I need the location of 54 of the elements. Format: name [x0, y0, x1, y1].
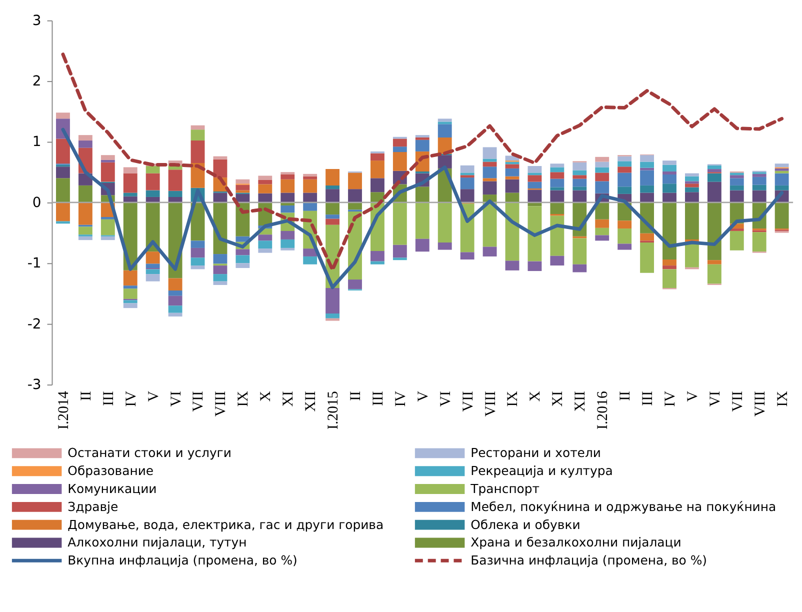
- x-tick-label: XI: [280, 390, 297, 407]
- x-tick-label: IV: [392, 390, 409, 407]
- x-tick-label: VI: [707, 390, 724, 407]
- x-tick-label: VI: [168, 390, 184, 407]
- x-tick-label: VIII: [752, 390, 768, 417]
- y-tick-label: 0: [32, 194, 42, 211]
- x-tick-label: VII: [190, 390, 207, 412]
- x-tick-label: IX: [236, 390, 252, 407]
- x-tick-label: XII: [572, 390, 589, 412]
- legend-label: Базична инфлација (промена, во %): [470, 552, 708, 568]
- legend-label: Рекреација и култура: [470, 463, 613, 478]
- legend-label: Вкупна инфлација (промена, во %): [68, 552, 298, 568]
- x-tick-label: III: [640, 390, 656, 406]
- x-tick-label: III: [370, 390, 386, 406]
- x-tick-label: VII: [730, 390, 746, 412]
- x-tick-label: I.2016: [595, 390, 612, 430]
- x-tick-label: X: [258, 390, 274, 402]
- x-tick-label: VIII: [482, 390, 499, 417]
- x-tick-label: VIII: [213, 390, 230, 417]
- legend-label: Образование: [68, 463, 154, 478]
- x-tick-label: V: [415, 390, 432, 402]
- legend-label: Облека и обувки: [470, 516, 580, 532]
- x-tick-label: III: [100, 390, 117, 406]
- x-tick-label: X: [528, 390, 544, 402]
- legend-label: Останати стоки и услуги: [68, 445, 232, 460]
- y-tick-label: -3: [27, 377, 42, 394]
- legend-label: Мебел, покуќнина и одржување на покуќнина: [470, 498, 776, 514]
- legend-label: Здравје: [68, 498, 118, 514]
- x-tick-label: IX: [505, 390, 522, 407]
- x-tick-label: XI: [550, 390, 566, 407]
- x-tick-label: II: [618, 390, 634, 401]
- x-tick-label: I.2014: [56, 390, 72, 430]
- y-tick-label: -2: [27, 316, 42, 332]
- legend-label: Храна и безалкохолни пијалаци: [470, 534, 682, 550]
- y-tick-label: -1: [27, 256, 42, 272]
- x-tick-label: IX: [774, 390, 791, 407]
- x-tick-label: II: [78, 390, 94, 401]
- x-tick-label: II: [348, 390, 364, 401]
- y-tick-label: 2: [32, 74, 42, 90]
- x-tick-label: XII: [303, 390, 320, 412]
- x-tick-label: V: [146, 390, 162, 402]
- x-tick-label: VI: [438, 390, 454, 407]
- legend-label: Транспорт: [470, 480, 540, 496]
- legend-label: Комуникации: [68, 480, 157, 496]
- x-tick-label: V: [684, 390, 701, 402]
- y-tick-label: 3: [32, 12, 42, 29]
- x-tick-label: IV: [123, 390, 140, 407]
- x-tick-label: VII: [460, 390, 476, 412]
- legend-label: Алкохолни пијалаци, тутун: [68, 534, 247, 550]
- y-tick-label: 1: [32, 134, 42, 150]
- x-tick-label: IV: [662, 390, 678, 407]
- legend-label: Домување, вода, електрика, гас и други горива: [68, 516, 384, 532]
- legend-label: Ресторани и хотели: [470, 445, 601, 460]
- x-tick-label: I.2015: [326, 390, 342, 430]
